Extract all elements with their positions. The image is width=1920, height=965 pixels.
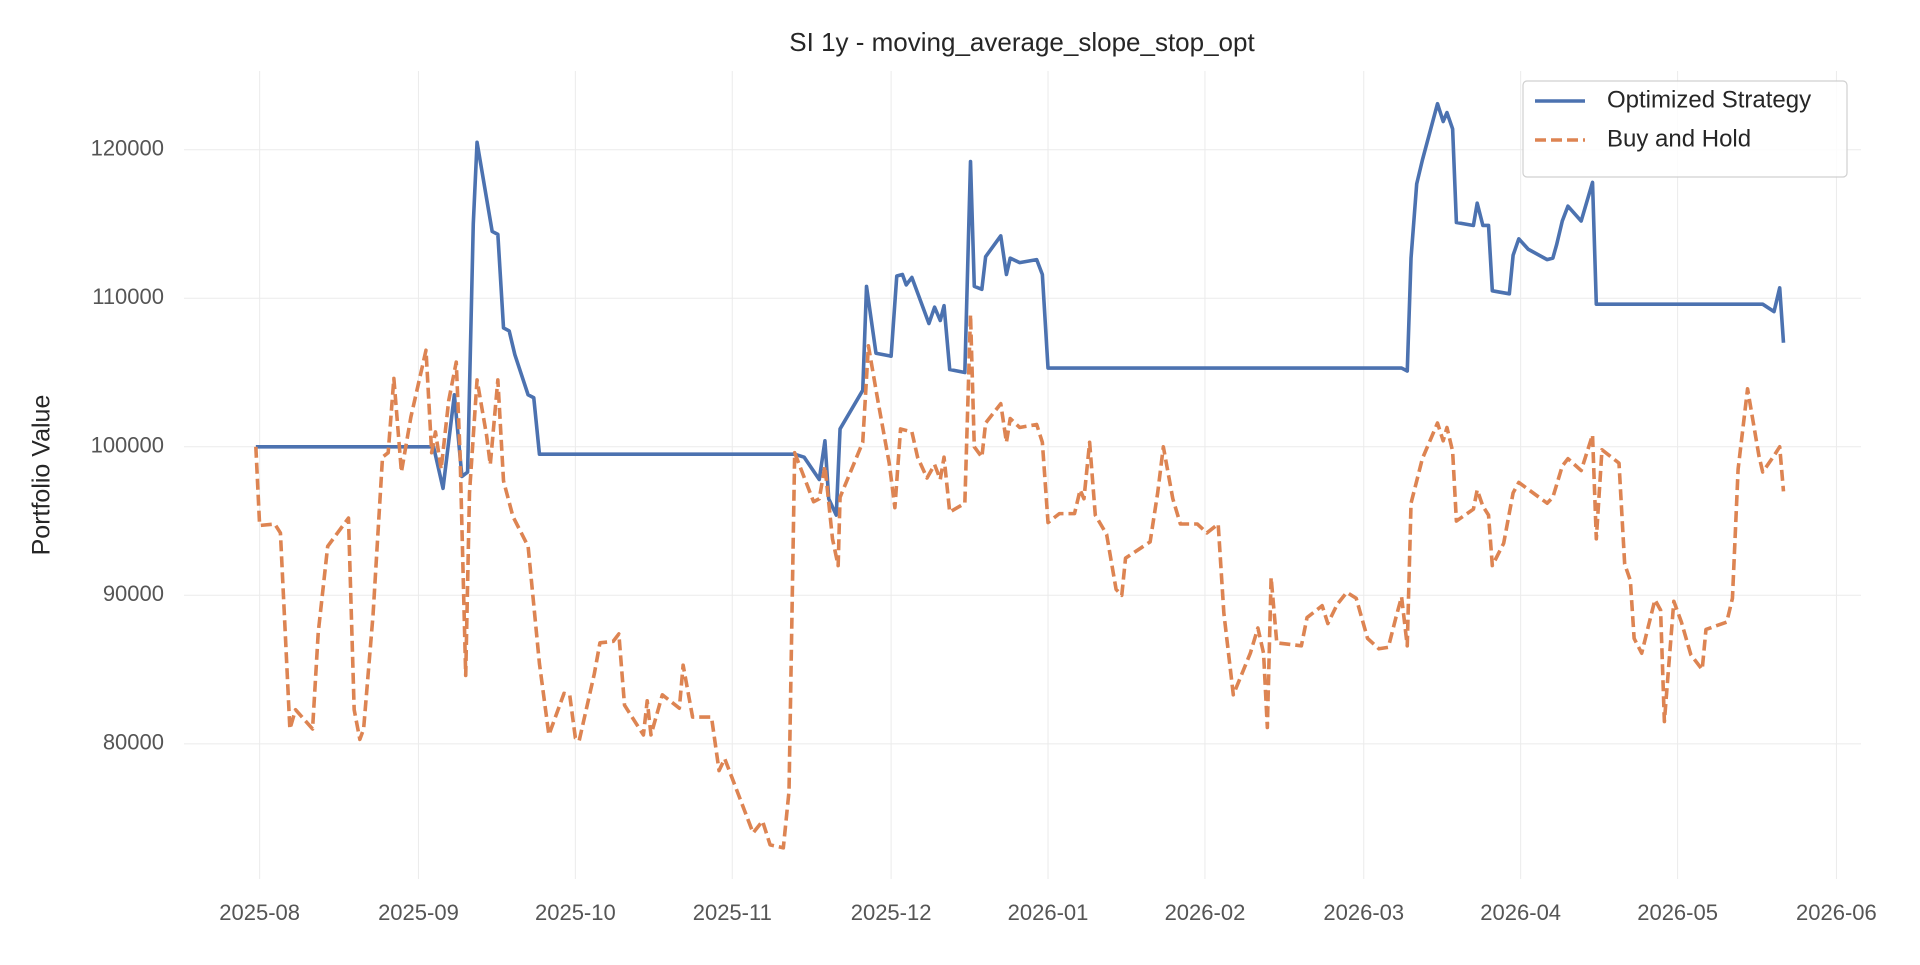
x-tick-label: 2025-09 [378, 900, 459, 925]
y-tick-label: 110000 [92, 284, 164, 309]
y-axis-label: Portfolio Value [28, 395, 56, 556]
y-tick-label: 100000 [91, 433, 164, 458]
x-tick-label: 2026-02 [1165, 900, 1246, 925]
y-tick-label: 80000 [103, 730, 164, 755]
chart-title: SI 1y - moving_average_slope_stop_opt [789, 27, 1255, 57]
x-tick-label: 2025-11 [693, 900, 772, 925]
x-tick-label: 2026-01 [1008, 900, 1089, 925]
series-line [255, 101, 1786, 517]
x-tick-label: 2026-05 [1637, 900, 1718, 925]
x-tick-label: 2025-12 [851, 900, 932, 925]
plot-lines [254, 101, 1786, 850]
x-tick-label: 2025-08 [219, 900, 300, 925]
series-line [254, 312, 1786, 850]
x-tick-label: 2026-03 [1323, 900, 1404, 925]
legend-label: Optimized Strategy [1607, 86, 1811, 113]
legend-label: Buy and Hold [1607, 125, 1751, 152]
legend-box [1522, 80, 1848, 178]
legend: Optimized Strategy Buy and Hold [1522, 80, 1848, 178]
x-tick-label: 2026-04 [1480, 900, 1561, 925]
x-tick-label: 2026-06 [1796, 900, 1877, 925]
y-tick-label: 120000 [91, 136, 164, 161]
y-tick-label: 90000 [103, 581, 164, 606]
grid: 80000 90000 100000 110000 120000 2025-08 2025-… [91, 71, 1877, 925]
x-tick-label: 2025-10 [535, 900, 616, 925]
